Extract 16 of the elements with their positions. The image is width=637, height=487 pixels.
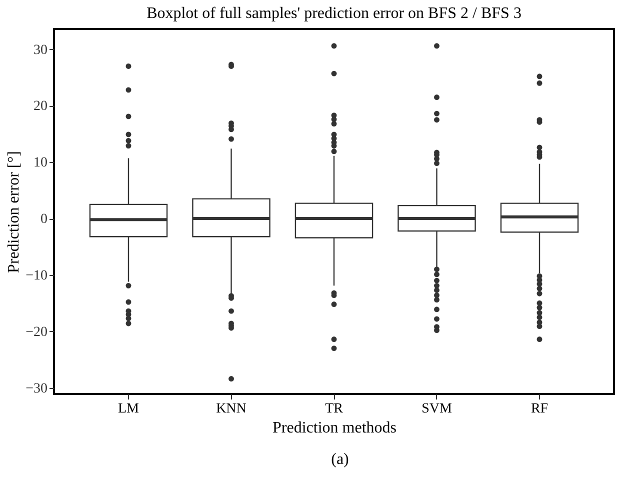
x-tick-label: SVM [422,402,452,416]
y-tick-label: 0 [40,212,48,228]
y-tick-label: 20 [34,99,48,114]
chart-title: Boxplot of full samples' prediction error on BFS 2 / BFS 3 [146,5,522,22]
y-tick-label: −10 [26,268,48,284]
text: (a) [330,451,350,469]
x-tick-label: KNN [216,402,246,416]
x-tick-label: LM [118,402,140,416]
x-tick-label: RF [530,402,548,416]
y-axis-title: Prediction error [°] [6,151,23,273]
y-tick-label: −30 [26,381,48,396]
y-tick-label: −20 [26,324,48,340]
x-tick-label: TR [325,402,344,416]
x-axis-title: Prediction methods [272,420,396,436]
y-tick-label: 30 [34,42,48,58]
y-tick-label: 10 [34,156,48,171]
